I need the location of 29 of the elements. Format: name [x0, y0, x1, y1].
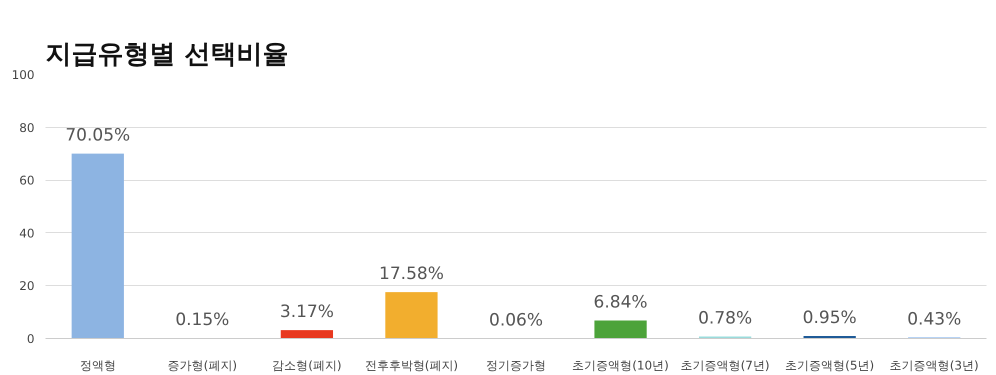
x-tick-label: 감소형(폐지) — [272, 358, 342, 372]
y-tick-label: 80 — [19, 120, 35, 135]
x-tick-label: 정기증가형 — [486, 358, 546, 372]
bar — [385, 292, 438, 338]
data-label: 70.05% — [65, 126, 130, 146]
bar — [594, 320, 647, 338]
data-label: 3.17% — [280, 302, 334, 322]
y-tick-label: 0 — [26, 332, 35, 346]
y-tick-label: 20 — [19, 279, 35, 294]
chart-title: 지급유형별 선택비율 — [46, 40, 289, 70]
y-tick-label: 40 — [19, 226, 35, 240]
y-tick-label: 100 — [12, 68, 34, 82]
x-tick-label: 초기증액형(10년) — [572, 358, 669, 372]
data-label: 0.43% — [907, 309, 962, 330]
x-tick-label: 초기증액형(3년) — [890, 358, 979, 372]
x-tick-label: 정액형 — [80, 358, 116, 372]
bar — [72, 154, 124, 338]
x-tick-label: 초기증액형(7년) — [680, 358, 770, 372]
data-label: 0.15% — [175, 310, 230, 330]
data-label: 0.95% — [802, 308, 857, 328]
data-label: 6.84% — [594, 292, 648, 312]
y-tick-label: 60 — [19, 174, 35, 188]
x-tick-label: 증가형(폐지) — [168, 358, 238, 372]
x-tick-label: 전후후박형(폐지) — [364, 358, 458, 372]
x-tick-label: 초기증액형(5년) — [785, 358, 874, 372]
data-label: 17.58% — [379, 264, 444, 284]
data-label: 0.06% — [489, 310, 544, 330]
data-label: 0.78% — [698, 308, 752, 328]
bar — [280, 330, 334, 338]
